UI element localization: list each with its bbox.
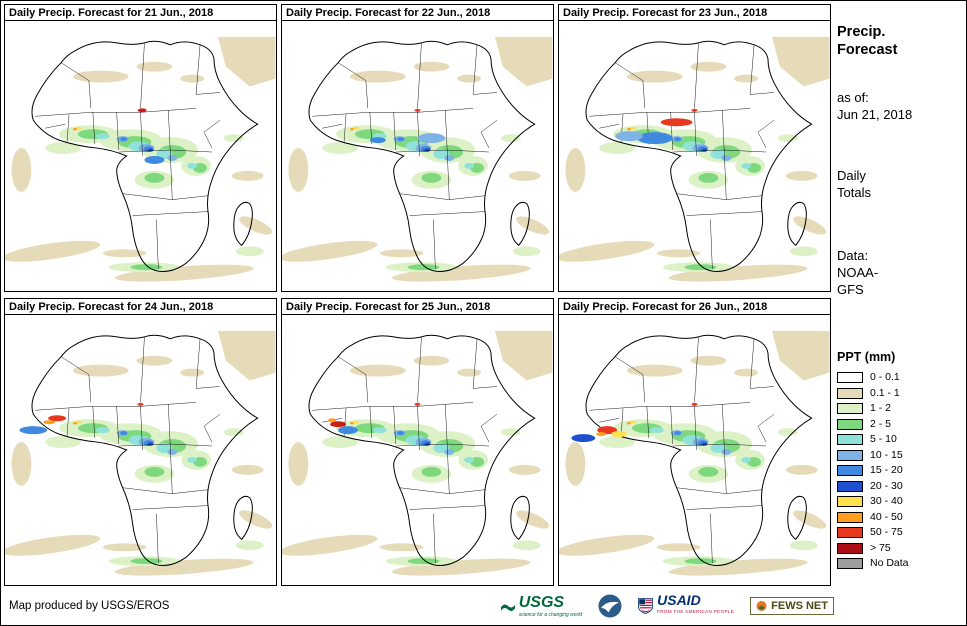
map-panel-4: Daily Precip. Forecast for 24 Jun., 2018 [4,298,277,586]
maps-grid: Daily Precip. Forecast for 21 Jun., 2018… [4,4,831,586]
precip-variant [328,418,358,435]
legend-swatch [837,480,863,492]
daily-totals-text: Daily Totals [837,168,871,200]
legend-row: 30 - 40 [837,496,962,507]
africa-map [559,36,830,286]
legend-row: 0.1 - 1 [837,386,962,399]
legend-row: 5 - 10 [837,434,962,445]
legend-swatch [837,387,863,399]
legend-swatch [837,542,863,554]
legend-label: 20 - 30 [870,479,903,492]
legend-label: 0 - 0.1 [870,371,900,383]
fewsnet-logo: FEWS NET [750,597,834,615]
panel-title-2: Daily Precip. Forecast for 22 Jun., 2018 [281,4,554,21]
map-credit: Map produced by USGS/EROS [9,600,170,612]
map-panel-1: Daily Precip. Forecast for 21 Jun., 2018 [4,4,277,292]
legend-swatch [837,403,863,414]
legend-label: > 75 [870,541,891,554]
africa-map [282,330,553,580]
legend-label: 1 - 2 [870,402,892,414]
precip-variant [615,118,693,145]
legend-label: 15 - 20 [870,464,903,476]
usaid-logo: USAID FROM THE AMERICAN PEOPLE [638,592,735,617]
as-of-text: as of: Jun 21, 2018 [837,90,913,122]
legend-label: No Data [870,557,909,569]
footer: Map produced by USGS/EROS USGS science f… [9,591,834,621]
africa-map [559,330,830,580]
usaid-shield-icon [638,598,654,614]
legend-row: 20 - 30 [837,479,962,492]
africa-map [5,330,276,580]
precip-variant [138,108,165,164]
legend-swatch [837,434,863,445]
legend-swatch [837,558,863,569]
precip-variant [369,133,446,144]
legend-row: 15 - 20 [837,465,962,476]
sidebar-title: Precip. Forecast [837,24,898,58]
panel-title-6: Daily Precip. Forecast for 26 Jun., 2018 [558,298,831,315]
noaa-emblem-icon [598,594,622,618]
panel-map-2 [281,21,554,292]
legend-row: 10 - 15 [837,448,962,461]
map-panel-2: Daily Precip. Forecast for 22 Jun., 2018 [281,4,554,292]
precip-variant [571,426,627,443]
legend-swatch [837,418,863,430]
legend-row: 40 - 50 [837,510,962,523]
fewsnet-emblem-icon [756,601,767,611]
panel-title-1: Daily Precip. Forecast for 21 Jun., 2018 [4,4,277,21]
legend-row: No Data [837,558,962,569]
legend-row: 2 - 5 [837,417,962,430]
africa-map [5,36,276,286]
legend-swatch [837,449,863,461]
legend-label: 40 - 50 [870,510,903,523]
legend-label: 5 - 10 [870,433,897,445]
fewsnet-logo-text: FEWS NET [771,600,828,612]
panel-map-3 [558,21,831,292]
legend-swatch [837,496,863,507]
legend-swatch [837,465,863,476]
panel-title-4: Daily Precip. Forecast for 24 Jun., 2018 [4,298,277,315]
legend-row: 50 - 75 [837,527,962,538]
legend: PPT (mm) 0 - 0.1 0.1 - 1 1 - 2 2 - 5 5 -… [837,350,962,569]
panel-map-4 [4,315,277,586]
africa-map [282,36,553,286]
legend-row: 0 - 0.1 [837,372,962,383]
legend-row: > 75 [837,541,962,554]
info-sidebar: Precip. Forecast as of: Jun 21, 2018 Dai… [831,1,966,625]
map-panel-6: Daily Precip. Forecast for 26 Jun., 2018 [558,298,831,586]
legend-label: 2 - 5 [870,417,892,430]
panel-map-5 [281,315,554,586]
map-panel-5: Daily Precip. Forecast for 25 Jun., 2018 [281,298,554,586]
usgs-logo: USGS science for a changing world [500,594,583,618]
legend-swatch [837,372,863,383]
map-panel-3: Daily Precip. Forecast for 23 Jun., 2018 [558,4,831,292]
maps-area: Daily Precip. Forecast for 21 Jun., 2018… [1,1,831,625]
usgs-logo-tagline: science for a changing world [518,612,583,618]
legend-label: 30 - 40 [870,495,903,507]
agency-logos: USGS science for a changing world [500,592,834,618]
precip-variant [19,415,67,435]
panel-title-5: Daily Precip. Forecast for 25 Jun., 2018 [281,298,554,315]
legend-title: PPT (mm) [837,350,896,364]
legend-label: 0.1 - 1 [870,386,900,399]
usaid-logo-text: USAID [657,592,701,608]
legend-label: 10 - 15 [870,448,903,461]
usaid-logo-tagline: FROM THE AMERICAN PEOPLE [657,609,735,614]
legend-label: 50 - 75 [870,526,903,538]
panel-map-1 [4,21,277,292]
usgs-logo-text: USGS [518,594,565,611]
usgs-wave-icon [500,604,515,611]
noaa-logo [598,594,622,618]
legend-row: 1 - 2 [837,403,962,414]
data-source-text: Data: NOAA- GFS [837,248,879,297]
legend-swatch [837,511,863,523]
panel-title-3: Daily Precip. Forecast for 23 Jun., 2018 [558,4,831,21]
legend-swatch [837,527,863,538]
panel-map-6 [558,315,831,586]
